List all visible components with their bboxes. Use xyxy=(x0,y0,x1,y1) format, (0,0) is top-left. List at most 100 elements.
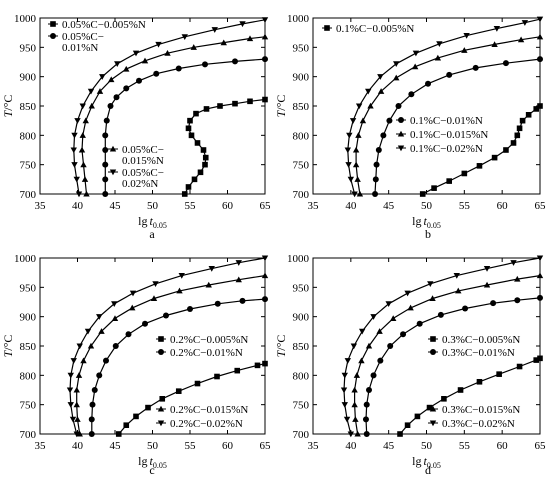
series-triangle-down xyxy=(70,17,269,198)
triangle-down-marker xyxy=(385,301,392,307)
square-marker xyxy=(514,132,521,139)
triangle-down-marker xyxy=(351,191,358,198)
x-axis-var: t xyxy=(424,214,428,228)
series-circle xyxy=(372,56,543,197)
plot-frame xyxy=(312,17,541,195)
circle-marker xyxy=(362,416,369,423)
triangle-down-marker xyxy=(76,343,83,350)
triangle-down-marker xyxy=(261,255,269,262)
triangle-down-marker xyxy=(111,301,118,307)
square-marker xyxy=(254,362,261,369)
square-marker xyxy=(525,112,532,118)
triangle-down-marker xyxy=(340,387,348,394)
legend-label: 0.015%N xyxy=(122,155,164,167)
circle-marker xyxy=(232,58,238,65)
circle-marker xyxy=(514,297,521,304)
square-marker xyxy=(516,363,523,370)
legend-entry: 0.1%C−0.005%N xyxy=(322,23,414,35)
triangle-down-marker xyxy=(393,61,400,67)
legend: 0.2%C−0.015%N 0.2%C−0.02%N xyxy=(156,404,248,430)
x-tick-label: 40 xyxy=(345,440,357,452)
triangle-up-marker xyxy=(246,35,254,42)
triangle-up-marker xyxy=(74,416,81,422)
y-axis-unit: /°C xyxy=(1,335,15,351)
legend-label: 0.3%C−0.005%N xyxy=(442,334,520,346)
y-tick-label: 950 xyxy=(293,42,310,54)
square-marker xyxy=(234,367,241,374)
series-triangle-down xyxy=(66,255,269,438)
y-tick-label: 800 xyxy=(20,130,37,142)
triangle-down-marker xyxy=(114,61,121,67)
x-tick-label: 45 xyxy=(110,200,122,212)
triangle-up-marker xyxy=(261,272,269,279)
circle-marker xyxy=(416,320,423,327)
square-marker xyxy=(115,431,122,437)
triangle-up-marker xyxy=(354,430,361,437)
triangle-down-marker xyxy=(397,145,405,152)
y-tick-label: 800 xyxy=(20,370,37,382)
triangle-down-marker xyxy=(427,281,434,288)
legend-label: 0.02%N xyxy=(122,178,158,190)
y-tick-label: 950 xyxy=(20,282,37,294)
triangle-up-marker xyxy=(108,76,115,83)
circle-marker xyxy=(153,70,160,77)
legend-entry: 0.05%C−0.005%N xyxy=(48,19,146,31)
triangle-up-marker xyxy=(111,315,119,321)
legend-label: 0.05%C− xyxy=(122,167,164,179)
triangle-down-marker xyxy=(239,21,246,28)
circle-marker xyxy=(214,300,221,307)
square-marker xyxy=(200,147,207,153)
triangle-up-marker xyxy=(365,342,373,349)
triangle-up-marker xyxy=(356,190,364,197)
triangle-up-marker xyxy=(461,47,468,53)
chart-panel-c: 35 40 45 50 55 60 65 700 750 800 850 900 950 1000 T/°C… xyxy=(1,253,271,477)
triangle-up-marker xyxy=(352,161,360,168)
triangle-down-marker xyxy=(350,343,358,350)
x-tick-label: 35 xyxy=(308,440,320,452)
series-line xyxy=(343,257,541,435)
triangle-up-marker xyxy=(73,401,80,408)
triangle-up-marker xyxy=(407,304,414,311)
x-axis-var: t xyxy=(150,214,154,228)
legend-label: 0.2%C−0.005%N xyxy=(170,334,248,346)
square-marker xyxy=(193,110,199,117)
legend-entry: 0.05%C−0.015%N xyxy=(108,144,164,167)
legend: 0.1%C−0.01%N 0.1%C−0.015%N 0.1%C−0.02%N xyxy=(396,115,488,155)
series-circle xyxy=(88,296,268,437)
triangle-up-marker xyxy=(377,88,385,94)
x-tick-label: 45 xyxy=(383,440,395,452)
triangle-down-marker xyxy=(404,290,411,297)
legend-label: 0.2%C−0.01%N xyxy=(170,347,243,359)
square-marker xyxy=(203,106,210,112)
x-axis-label: lg t0.05 xyxy=(412,214,441,230)
triangle-down-marker xyxy=(453,273,460,279)
square-marker xyxy=(247,98,253,105)
circle-marker xyxy=(125,331,132,338)
triangle-up-marker xyxy=(355,132,362,138)
y-tick-label: 900 xyxy=(293,312,310,324)
triangle-up-marker xyxy=(76,430,83,437)
circle-marker xyxy=(363,401,370,408)
triangle-down-marker xyxy=(370,314,377,320)
y-axis-label: T/°C xyxy=(274,95,288,118)
x-axis-var: t xyxy=(150,454,154,468)
legend-label: 0.3%C−0.02%N xyxy=(442,418,515,430)
square-marker xyxy=(159,396,166,402)
y-tick-label: 800 xyxy=(293,130,310,142)
legend: 0.1%C−0.005%N xyxy=(322,23,414,35)
square-marker xyxy=(533,357,540,363)
y-tick-label: 1000 xyxy=(287,253,310,265)
triangle-down-marker xyxy=(109,169,117,176)
legend: 0.3%C−0.005%N0.3%C−0.01%N xyxy=(428,334,520,359)
square-marker xyxy=(426,404,433,411)
triangle-down-marker xyxy=(181,34,188,40)
triangle-up-marker xyxy=(129,304,136,311)
triangle-down-marker xyxy=(73,431,80,438)
y-tick-label: 750 xyxy=(20,160,37,172)
circle-marker xyxy=(537,294,543,301)
square-marker xyxy=(185,125,192,132)
triangle-up-marker xyxy=(429,405,437,412)
circle-marker xyxy=(142,320,148,327)
triangle-up-marker xyxy=(205,281,212,288)
y-tick-label: 900 xyxy=(20,72,37,84)
